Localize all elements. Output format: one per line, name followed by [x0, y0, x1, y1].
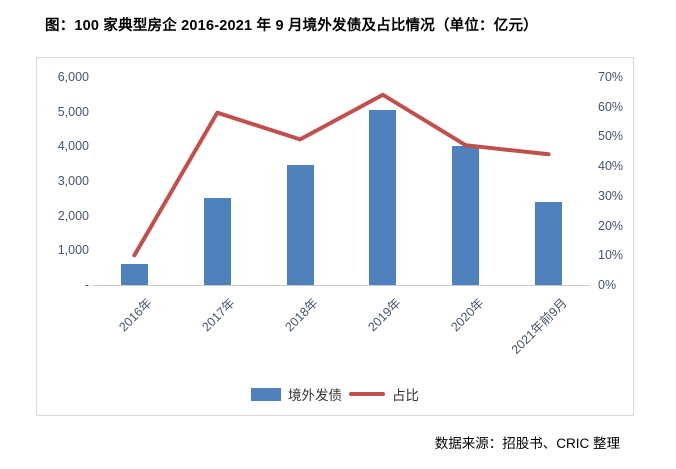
left-axis-tick: 4,000	[57, 139, 89, 154]
right-axis-tick: 10%	[598, 248, 624, 263]
ratio-line	[132, 92, 551, 258]
bar-2017年	[203, 198, 231, 285]
left-axis-tick: 5,000	[57, 104, 89, 119]
legend-bar-swatch	[251, 387, 281, 401]
right-axis-tick: 0%	[598, 278, 617, 292]
category-label: 2016年	[116, 295, 156, 335]
left-axis-tick: 1,000	[57, 243, 89, 258]
category-label: 2017年	[199, 295, 238, 335]
source-note: 数据来源：招股书、CRIC 整理	[434, 436, 620, 451]
left-axis-tick: 2,000	[57, 208, 89, 223]
chart-title: 图：100 家典型房企 2016-2021 年 9 月境外发债及占比情况（单位：…	[45, 18, 538, 34]
bar-2016年	[120, 264, 148, 285]
left-axis-tick: 3,000	[57, 174, 89, 188]
legend: 境外发债 占比	[37, 384, 633, 404]
legend-line-swatch	[349, 392, 385, 396]
bar-2020年	[452, 146, 480, 285]
left-axis-tick: -	[84, 278, 89, 292]
left-axis-tick: 6,000	[57, 70, 89, 84]
right-axis-tick: 40%	[598, 159, 624, 174]
right-axis-tick: 20%	[598, 218, 624, 233]
chart-frame: 6,000 5,000 4,000 3,000 2,000 1,000 - 70% 60% 50…	[36, 57, 634, 416]
category-label: 2021年前9月	[508, 295, 570, 357]
bar-2018年	[286, 165, 314, 285]
right-axis-tick: 60%	[598, 99, 624, 114]
category-label: 2018年	[282, 295, 321, 335]
right-axis-tick: 30%	[598, 188, 624, 203]
x-axis-line	[93, 285, 590, 286]
right-axis-tick: 70%	[598, 70, 624, 84]
legend-bar-label: 境外发债	[288, 388, 342, 403]
bar-2019年	[369, 109, 397, 285]
legend-line-label: 占比	[392, 388, 419, 403]
category-label: 2020年	[448, 295, 487, 335]
bar-2021年前9月	[535, 201, 563, 285]
right-axis-tick: 50%	[598, 129, 624, 144]
category-label: 2019年	[365, 295, 404, 335]
